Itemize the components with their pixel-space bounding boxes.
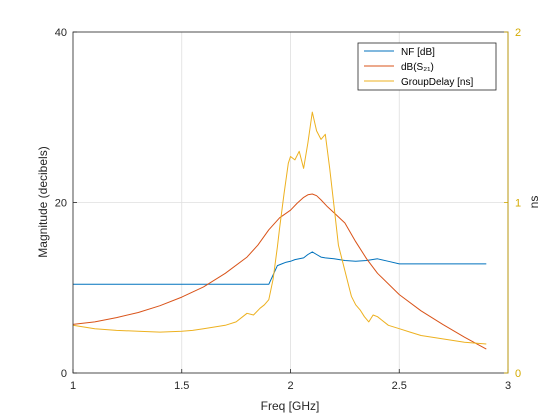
x-tick-label: 3 — [505, 380, 511, 392]
x-axis-label: Freq [GHz] — [261, 399, 320, 413]
y-right-tick-label: 2 — [515, 27, 521, 39]
x-tick-label: 1.5 — [174, 380, 189, 392]
y-right-tick-label: 0 — [515, 368, 521, 380]
series-line-nf — [73, 251, 487, 285]
series-line-s21 — [72, 193, 487, 350]
legend-entry-s21: dB(S₂₁) — [401, 62, 434, 73]
y-axis-left-label: Magnitude (decibels) — [36, 146, 50, 257]
x-tick-label: 2.5 — [392, 380, 407, 392]
series-line-groupdelay — [72, 111, 487, 345]
y-axis-right-label: ns — [527, 196, 541, 209]
y-right-tick-label: 1 — [515, 198, 521, 210]
y-left-tick-label: 20 — [55, 198, 67, 210]
legend-entry-nf: NF [dB] — [401, 47, 435, 58]
legend: NF [dB] dB(S₂₁) GroupDelay [ns] — [357, 42, 497, 91]
y-left-tick-label: 40 — [55, 27, 67, 39]
x-tick-label: 1 — [70, 380, 76, 392]
ticks — [72, 31, 509, 374]
series-layer — [72, 111, 487, 350]
x-tick-label: 2 — [287, 380, 293, 392]
y-left-tick-label: 0 — [61, 368, 67, 380]
legend-entry-groupdelay: GroupDelay [ns] — [401, 77, 473, 88]
